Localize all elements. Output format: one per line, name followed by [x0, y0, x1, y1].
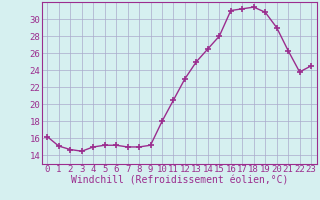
X-axis label: Windchill (Refroidissement éolien,°C): Windchill (Refroidissement éolien,°C): [70, 176, 288, 186]
